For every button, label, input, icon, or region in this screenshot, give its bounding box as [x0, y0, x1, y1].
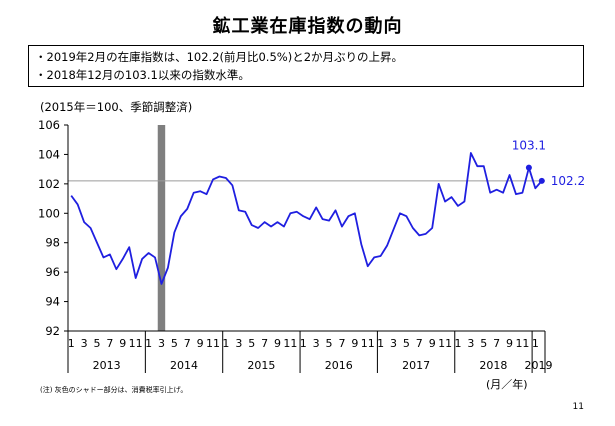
- x-month-label: 7: [493, 337, 500, 350]
- x-month-label: 5: [248, 337, 255, 350]
- y-tick-label: 102: [38, 177, 60, 191]
- summary-bullet-2: ・2018年12月の103.1以来の指数水準。: [35, 68, 250, 82]
- x-month-label: 1: [68, 337, 75, 350]
- x-month-label: 11: [283, 337, 297, 350]
- x-unit-label: (月／年): [486, 378, 528, 391]
- x-year-label: 2017: [402, 359, 430, 372]
- annotation-label: 103.1: [512, 139, 546, 153]
- y-unit-note: (2015年＝100、季節調整済): [40, 100, 193, 114]
- x-month-label: 5: [480, 337, 487, 350]
- x-month-label: 3: [467, 337, 474, 350]
- footnote: (注) 灰色のシャドー部分は、消費税率引上げ。: [40, 386, 188, 394]
- x-month-label: 7: [338, 337, 345, 350]
- y-tick-label: 96: [45, 265, 60, 279]
- annotation-label: 102.2: [551, 174, 585, 188]
- annotation-point: [525, 164, 532, 171]
- y-tick-label: 100: [38, 206, 60, 220]
- x-month-label: 7: [261, 337, 268, 350]
- x-year-label: 2014: [170, 359, 198, 372]
- page-number: 11: [572, 402, 584, 412]
- x-month-label: 5: [403, 337, 410, 350]
- x-month-label: 3: [313, 337, 320, 350]
- x-month-label: 1: [532, 337, 539, 350]
- x-year-label: 2018: [479, 359, 507, 372]
- x-month-label: 9: [351, 337, 358, 350]
- x-month-label: 11: [206, 337, 220, 350]
- x-month-label: 7: [416, 337, 423, 350]
- x-month-label: 1: [454, 337, 461, 350]
- x-month-label: 9: [506, 337, 513, 350]
- x-year-label: 2013: [93, 359, 121, 372]
- y-tick-label: 106: [38, 118, 60, 132]
- x-month-label: 3: [235, 337, 242, 350]
- x-month-label: 11: [438, 337, 452, 350]
- x-month-label: 1: [222, 337, 229, 350]
- x-month-label: 1: [145, 337, 152, 350]
- x-month-label: 5: [171, 337, 178, 350]
- tax-increase-shade: [157, 125, 166, 331]
- x-year-label: 2016: [325, 359, 353, 372]
- x-month-label: 11: [361, 337, 375, 350]
- x-month-label: 7: [184, 337, 191, 350]
- x-month-label: 11: [515, 337, 529, 350]
- x-month-label: 5: [326, 337, 333, 350]
- x-month-label: 3: [81, 337, 88, 350]
- y-tick-label: 104: [38, 147, 60, 161]
- x-year-label: 2015: [247, 359, 275, 372]
- x-month-label: 5: [94, 337, 101, 350]
- x-month-label: 11: [129, 337, 143, 350]
- summary-bullet-1: ・2019年2月の在庫指数は、102.2(前月比0.5%)と2か月ぶりの上昇。: [35, 50, 404, 64]
- x-month-label: 9: [119, 337, 126, 350]
- x-month-label: 7: [106, 337, 113, 350]
- x-month-label: 1: [377, 337, 384, 350]
- y-tick-label: 92: [45, 324, 60, 338]
- x-month-label: 1: [300, 337, 307, 350]
- x-year-label: 2019: [525, 359, 553, 372]
- x-month-label: 3: [158, 337, 165, 350]
- series-line: [70, 152, 543, 285]
- x-month-label: 3: [390, 337, 397, 350]
- x-month-label: 9: [429, 337, 436, 350]
- x-month-label: 9: [197, 337, 204, 350]
- chart-title: 鉱工業在庫指数の動向: [212, 16, 403, 37]
- annotation-point: [538, 177, 545, 184]
- y-tick-label: 98: [45, 236, 60, 250]
- x-month-label: 9: [274, 337, 281, 350]
- y-tick-label: 94: [45, 295, 60, 309]
- summary-box: ・2019年2月の在庫指数は、102.2(前月比0.5%)と2か月ぶりの上昇。 …: [28, 45, 584, 87]
